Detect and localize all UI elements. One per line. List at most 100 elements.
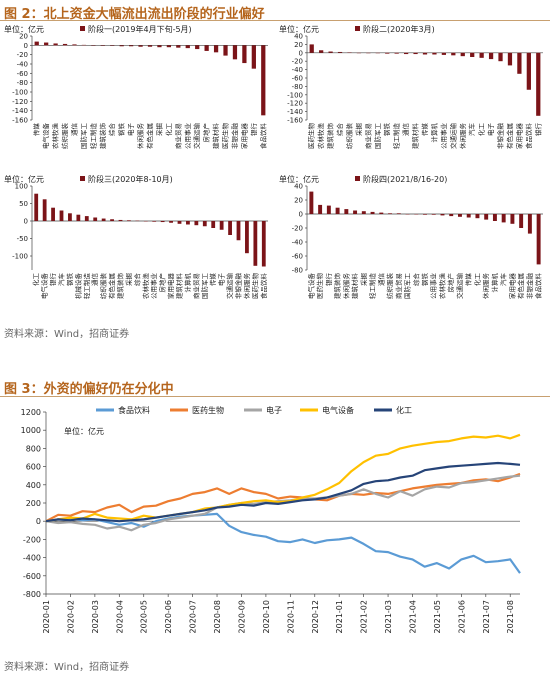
legend-label: 阶段二(2020年3月) <box>363 24 435 34</box>
x-tick-label: 2021-07 <box>482 600 491 633</box>
unit-label: 单位：亿元 <box>4 174 44 184</box>
y-tick-label: 20 <box>19 33 28 41</box>
category-label: 综合 <box>335 123 344 137</box>
bar <box>536 214 541 265</box>
y-tick-label: -60 <box>292 75 303 83</box>
bar <box>361 211 366 214</box>
category-label: 采掘 <box>359 273 368 287</box>
bar <box>185 45 190 49</box>
bar <box>488 52 494 60</box>
x-tick-label: 2021-03 <box>384 600 393 633</box>
figure2-title-rule <box>0 20 550 21</box>
x-tick-label: 2020-10 <box>262 600 271 633</box>
bar <box>326 205 331 214</box>
bar <box>423 214 427 215</box>
y-tick-label: 20 <box>294 41 303 49</box>
category-label: 家用电器 <box>166 273 175 300</box>
bar <box>403 52 409 55</box>
y-tick-label: -40 <box>292 66 303 74</box>
category-label: 非银金融 <box>496 123 505 150</box>
category-label: 非银金融 <box>234 273 243 300</box>
bar <box>526 52 531 90</box>
y-tick-label: -200 <box>23 535 41 544</box>
category-label: 休闲服务 <box>341 273 350 300</box>
y-tick-label: 600 <box>26 463 41 472</box>
y-tick-label: -20 <box>292 225 303 233</box>
bar <box>34 41 39 46</box>
figure2-panel-4: 单位：亿元 阶段四(2021/8/16-20) 40 20 0 -20 -40 -60 -80电… <box>279 174 543 300</box>
bar <box>194 221 199 226</box>
category-label: 纺织服装 <box>60 123 69 150</box>
category-label: 综合 <box>107 123 116 137</box>
y-tick-label: 1000 <box>21 426 41 435</box>
category-label: 钢铁 <box>420 273 429 287</box>
category-label: 纺织服装 <box>385 273 394 300</box>
category-label: 商业贸易 <box>363 123 372 149</box>
category-label: 电气设备 <box>40 273 49 300</box>
y-tick-label: -60 <box>292 253 303 261</box>
bar <box>76 214 81 221</box>
category-label: 轻工制造 <box>392 122 401 149</box>
category-label: 传媒 <box>420 123 429 137</box>
category-label: 轻工制造 <box>368 273 377 300</box>
bar <box>337 51 343 53</box>
x-tick-label: 2020-04 <box>115 600 124 633</box>
category-label: 通信 <box>401 123 410 137</box>
category-label: 建筑材料 <box>175 273 184 300</box>
bar <box>413 52 418 55</box>
bar <box>68 213 72 221</box>
category-label: 休闲服务 <box>481 273 490 300</box>
bar <box>261 45 266 116</box>
category-label: 农林牧渔 <box>141 273 150 300</box>
category-label: 食品饮料 <box>524 123 533 150</box>
bar <box>432 52 437 55</box>
y-tick-label: -100 <box>12 253 28 261</box>
category-label: 食品饮料 <box>534 273 543 300</box>
bar <box>309 191 314 214</box>
category-label: 公用事业 <box>183 123 192 150</box>
figure2-panel-1: 单位：亿元 阶段一(2019年4月下旬-5月) 200-20 -40-60-80 -10… <box>4 24 268 150</box>
category-label: 家用电器 <box>514 123 523 150</box>
category-label: 交通运输 <box>448 123 457 150</box>
category-label: 通信 <box>90 273 99 287</box>
y-tick-label: 0 <box>299 49 303 57</box>
y-tick-label: -140 <box>12 107 28 115</box>
bar <box>72 44 77 46</box>
category-label: 国防军工 <box>373 123 382 150</box>
legend-label: 电子 <box>266 405 282 415</box>
bar <box>388 213 393 214</box>
category-label: 房地产 <box>446 273 455 293</box>
category-label: 公用事业 <box>439 123 448 150</box>
category-label: 建筑装饰 <box>333 273 342 300</box>
category-label: 公用事业 <box>149 273 158 300</box>
series-line-化工 <box>45 461 521 523</box>
legend-label: 电气设备 <box>322 405 354 415</box>
bar <box>318 204 323 214</box>
y-tick-label: 50 <box>19 200 28 208</box>
bar <box>261 221 266 267</box>
category-label: 计算机 <box>183 273 192 293</box>
y-tick-label: 1200 <box>21 408 41 417</box>
bar <box>475 214 480 219</box>
category-label: 银行 <box>324 273 333 287</box>
category-label: 纺织服装 <box>344 123 353 150</box>
bar <box>527 214 532 234</box>
y-tick-label: -20 <box>292 58 303 66</box>
category-label: 有色金属 <box>107 273 116 299</box>
category-label: 商业贸易 <box>191 273 200 299</box>
bar <box>44 42 49 46</box>
category-label: 采掘 <box>354 123 363 137</box>
bar <box>460 52 465 57</box>
bar <box>449 214 454 217</box>
x-tick-label: 2021-06 <box>457 600 466 633</box>
y-tick-label: 0 <box>36 517 41 526</box>
bar <box>236 221 241 241</box>
figure3-title: 图 3：外资的偏好仍在分化中 <box>4 382 174 397</box>
category-label: 有色金属 <box>145 123 154 149</box>
category-label: 建筑装饰 <box>116 273 125 300</box>
y-tick-label: -400 <box>23 554 41 563</box>
y-tick-label: 400 <box>26 481 41 490</box>
bar <box>223 45 228 56</box>
category-label: 传媒 <box>208 273 217 287</box>
bar <box>213 45 219 53</box>
